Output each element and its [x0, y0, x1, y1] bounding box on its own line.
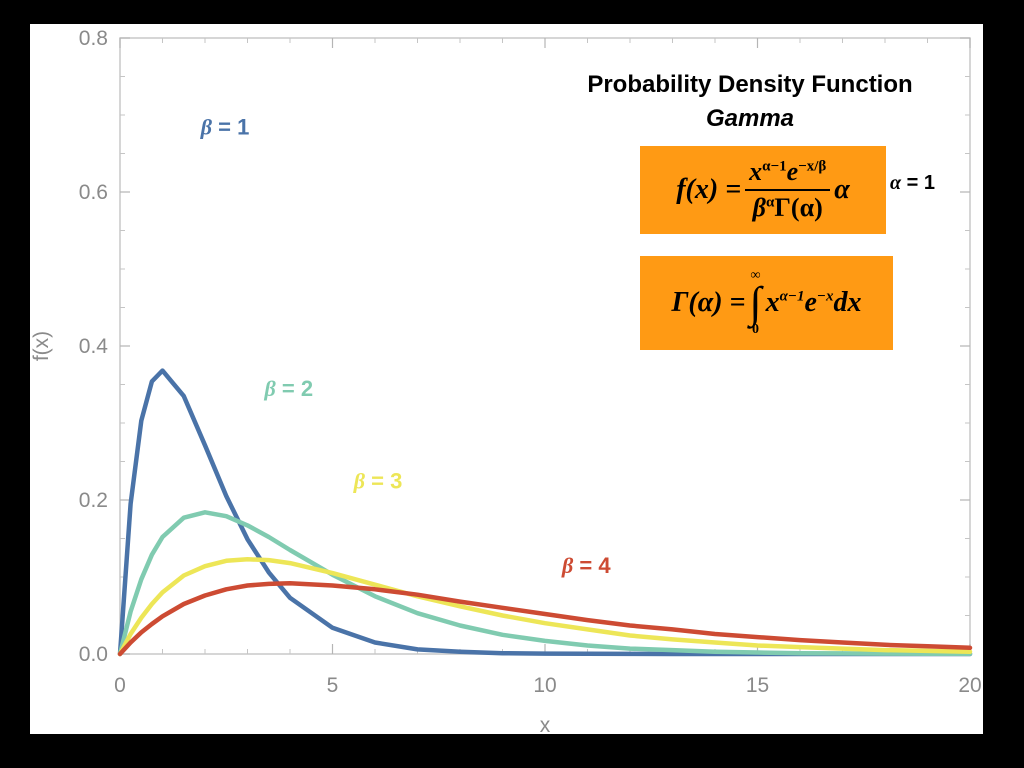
- series-label-3: β = 3: [353, 468, 403, 493]
- integral-sign: ∫: [749, 278, 762, 327]
- x-tick-label: 15: [746, 674, 769, 697]
- x-tick-label: 5: [327, 674, 339, 697]
- y-tick-label: 0.2: [79, 489, 108, 512]
- pdf-formula-denominator: βαΓ(α): [753, 191, 823, 223]
- chart-title-line2: Gamma: [705, 105, 795, 132]
- axis-ticks: 0 5 10 15 20 0.0 0.2 0.4 0.6 0.8: [79, 27, 982, 697]
- gamma-dx: dx: [833, 287, 862, 318]
- chart-title: Probability Density Function Gamma: [530, 68, 970, 136]
- gamma-body-base: x: [765, 287, 780, 318]
- pdf-num-e-exp: −x/β: [798, 158, 827, 175]
- integral-symbol: ∞ ∫ 0: [750, 269, 762, 337]
- chart-title-line1: Probability Density Function: [587, 71, 913, 98]
- gamma-function-box: Γ(α) = ∞ ∫ 0 xα−1e−xdx: [640, 256, 893, 350]
- y-axis-title: f(x): [30, 331, 53, 361]
- pdf-formula-box: f(x) = xα−1e−x/β βαΓ(α) α: [640, 146, 886, 234]
- gamma-integrand: xα−1e−xdx: [766, 287, 862, 319]
- x-axis-title: x: [540, 714, 551, 734]
- alpha-value-note: α = 1: [890, 172, 935, 195]
- gamma-body-e: e: [804, 287, 817, 318]
- series-line-1: [117, 368, 973, 657]
- alpha-symbol: α: [890, 172, 902, 194]
- series-labels: β = 1 β = 2 β = 3 β = 4: [200, 114, 612, 578]
- y-tick-label: 0.0: [79, 643, 108, 666]
- series-line-4: [117, 580, 973, 657]
- y-tick-label: 0.4: [79, 335, 109, 358]
- x-tick-label: 0: [114, 674, 126, 697]
- x-tick-label: 10: [533, 674, 556, 697]
- pdf-num-e: e: [786, 157, 799, 186]
- gamma-formula-lhs: Γ(α) =: [671, 287, 746, 318]
- pdf-formula-lhs: f(x) =: [676, 174, 742, 205]
- y-tick-label: 0.8: [79, 27, 108, 50]
- pdf-num-exp: α−1: [762, 158, 787, 175]
- pdf-formula-fraction: xα−1e−x/β βαΓ(α): [745, 157, 831, 223]
- pdf-den-exp: α: [766, 194, 775, 211]
- series-layer: [117, 368, 973, 657]
- series-label-1: β = 1: [200, 114, 250, 139]
- y-tick-label: 0.6: [79, 181, 108, 204]
- series-label-2: β = 2: [264, 376, 314, 401]
- series-label-4: β = 4: [561, 553, 611, 578]
- pdf-num-base: x: [749, 157, 763, 186]
- pdf-formula-numerator: xα−1e−x/β: [745, 157, 831, 191]
- integral-upper-limit: ∞: [750, 268, 761, 283]
- integral-lower-limit: 0: [752, 322, 760, 337]
- pdf-formula-alpha: α: [834, 174, 850, 205]
- gamma-pdf-chart: 0 5 10 15 200.00.20.40.60.8 β = 1β = 2β = 3β…: [30, 27, 982, 734]
- x-tick-label: 20: [958, 674, 981, 697]
- gamma-body-exp: α−1: [779, 288, 805, 305]
- pdf-den-gamma: Γ(α): [774, 193, 823, 222]
- pdf-den-beta: β: [752, 193, 766, 222]
- alpha-value: = 1: [901, 172, 935, 194]
- gamma-body-e-exp: −x: [816, 288, 834, 305]
- series-line-2: [117, 510, 973, 657]
